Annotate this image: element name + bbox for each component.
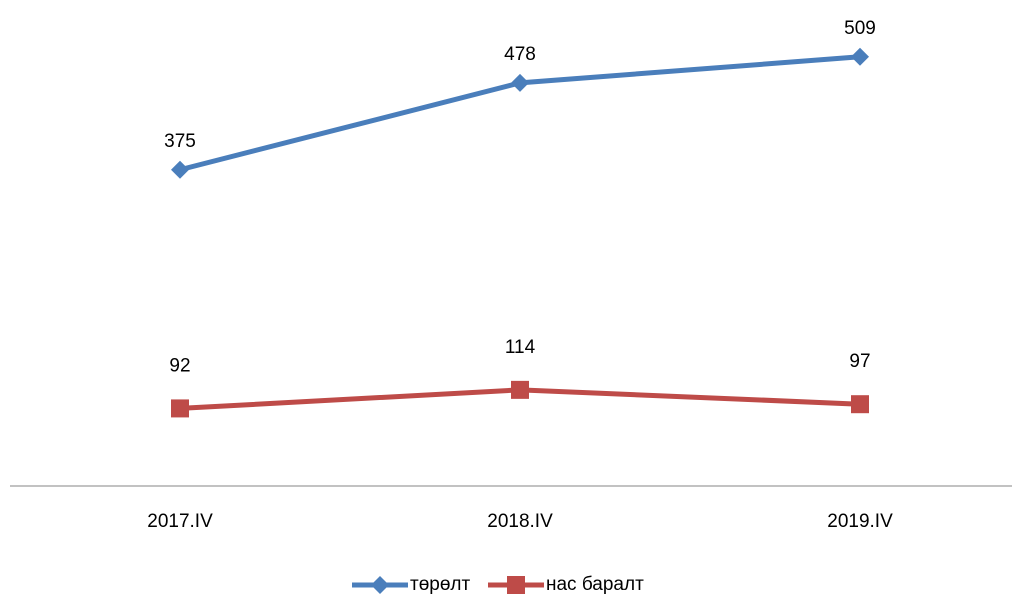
data-label: 375 bbox=[164, 131, 196, 152]
marker bbox=[511, 73, 529, 92]
legend-label: төрөлт bbox=[410, 574, 470, 595]
marker bbox=[511, 380, 529, 399]
marker bbox=[171, 399, 189, 418]
data-label: 509 bbox=[844, 18, 876, 39]
marker bbox=[507, 576, 525, 594]
data-label: 114 bbox=[505, 337, 536, 358]
legend-label: нас баралт bbox=[546, 574, 644, 595]
data-label: 92 bbox=[169, 355, 190, 376]
data-label: 478 bbox=[504, 44, 536, 65]
marker bbox=[851, 395, 869, 414]
x-tick-label: 2019.IV bbox=[827, 511, 893, 532]
data-label: 97 bbox=[849, 351, 870, 372]
marker bbox=[851, 47, 869, 66]
marker bbox=[371, 576, 389, 594]
marker bbox=[171, 160, 189, 179]
x-tick-label: 2018.IV bbox=[487, 511, 553, 532]
series-line bbox=[179, 54, 861, 173]
x-tick-label: 2017.IV bbox=[147, 511, 213, 532]
